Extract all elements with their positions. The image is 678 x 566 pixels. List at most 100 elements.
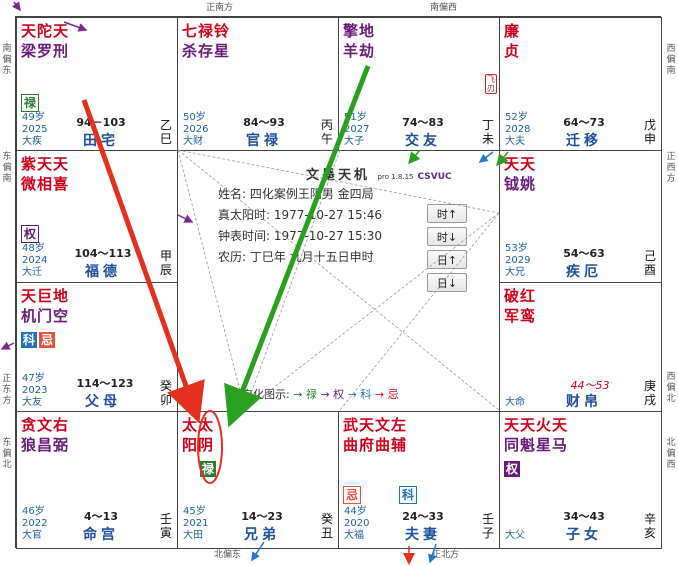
hua-quan-badge: 权 (21, 225, 40, 243)
palace-range: 54～63 (563, 247, 605, 260)
palace-name: 迁移 (566, 133, 602, 149)
palace-name: 交友 (405, 133, 441, 149)
palace-stem: 壬寅 (159, 512, 172, 540)
palace-age: 44岁 (344, 506, 367, 517)
direction-label: 西偏南 (666, 44, 676, 76)
palace-dayun: 大父 (505, 530, 525, 541)
palace-xu[interactable]: 破红 军鸾 44～53 大命 财帛 庚戌 (499, 282, 662, 412)
palace-range: 84～93 (243, 116, 285, 129)
palace-dayun: 大田 (183, 530, 203, 541)
palace-age: 45岁 (183, 506, 206, 517)
palace-yin[interactable]: 贪文右 狼昌弼 46岁 2022 大官 4～13 命宫 壬寅 (16, 411, 178, 549)
direction-label: 东偏北 (2, 438, 12, 470)
palace-stars-row2: 梁罗刑 (21, 42, 70, 60)
feiren-seal: 飞刃 (485, 74, 497, 94)
legend-quan: → 权 (320, 388, 345, 401)
palace-dayun: 大友 (22, 397, 42, 408)
lu-arrow-small (408, 149, 421, 165)
palace-stars-row1: 贪文右 (21, 416, 70, 434)
hua-quan-badge: 权 (504, 461, 521, 477)
palace-range: 104～113 (74, 247, 132, 260)
palace-year: 2025 (22, 124, 48, 135)
palace-dayun: 大官 (22, 530, 42, 541)
day-down-button[interactable]: 日↓ (427, 273, 467, 292)
palace-stem: 丙午 (320, 118, 333, 146)
palace-chen[interactable]: 紫天天 微相喜 权 48岁 2024 大迁 104～113 福德 甲辰 (16, 150, 178, 283)
palace-year: 2026 (183, 124, 209, 135)
palace-zi[interactable]: 武天文左 曲府曲辅 忌 科 44岁 2020 大福 24～33 夫妻 壬子 (338, 411, 500, 549)
triangle-lines (177, 149, 500, 411)
palace-stars-row1: 廉 (504, 22, 521, 40)
direction-label: 南偏东 (2, 44, 12, 76)
hua-ke-badge: 科 (21, 332, 38, 348)
palace-range: 114～123 (76, 377, 134, 390)
palace-stars-row2: 狼昌弼 (21, 436, 70, 454)
palace-wei[interactable]: 擎地 羊劫 飞刃 51岁 2027 大子 74～83 交友 丁未 (338, 17, 500, 151)
app-title: 文墨天机 pro 1.8.15 CSVUC (306, 168, 452, 183)
palace-dayun: 大子 (344, 136, 364, 147)
palace-range: 4～13 (84, 510, 118, 523)
hour-down-button[interactable]: 时↓ (427, 227, 467, 246)
direction-label: 东偏南 (2, 152, 12, 184)
palace-stars-row2: 杀存星 (182, 42, 231, 60)
palace-stem: 壬子 (481, 512, 494, 540)
hua-lu-badge: 禄 (21, 94, 40, 112)
palace-stars-row2: 微相喜 (21, 175, 70, 193)
palace-stars-row2: 军鸾 (504, 307, 537, 325)
hua-ke-badge: 科 (399, 486, 418, 504)
solar-time: 真太阳时: 1977-10-27 15:46 (218, 208, 382, 222)
palace-shen[interactable]: 廉 贞 52岁 2028 大夫 64～73 迁移 戊申 (499, 17, 662, 151)
palace-year: 2024 (22, 255, 48, 266)
palace-stem: 癸丑 (320, 512, 333, 540)
palace-stem: 戊申 (643, 118, 656, 146)
quan-arrow (63, 21, 88, 32)
palace-stem: 乙巳 (159, 118, 172, 146)
palace-range: 64～73 (563, 116, 605, 129)
palace-dayun: 大福 (344, 530, 364, 541)
palace-name: 子女 (566, 527, 602, 543)
palace-wu[interactable]: 七禄铃 杀存星 50岁 2026 大财 84～93 官禄 丙午 (177, 17, 339, 151)
palace-hai[interactable]: 天天火天 同魁星马 权 大父 34～43 子女 辛亥 (499, 411, 662, 549)
palace-year: 2020 (344, 518, 370, 529)
palace-age: 48岁 (22, 243, 45, 254)
palace-name: 财帛 (566, 394, 602, 410)
palace-dayun: 大夫 (505, 136, 525, 147)
direction-label: 北偏西 (666, 438, 676, 470)
palace-name: 官禄 (246, 133, 282, 149)
palace-dayun: 大迁 (22, 267, 42, 278)
hua-ji-badge: 忌 (343, 486, 362, 504)
palace-stars-row2: 钺姚 (504, 175, 537, 193)
direction-label: 西偏北 (666, 372, 676, 404)
direction-label: 正北方 (432, 550, 460, 560)
ji-arrow (81, 99, 205, 424)
ke-arrow (428, 543, 437, 564)
palace-stem: 甲辰 (159, 249, 172, 277)
direction-label: 南偏西 (430, 3, 458, 13)
palace-stars-row2: 同魁星马 (504, 436, 569, 454)
app-version: pro 1.8.15 (377, 173, 414, 181)
palace-stars-row1: 天天 (504, 155, 537, 173)
highlight-circle (197, 410, 223, 484)
palace-stem: 庚戌 (643, 379, 656, 407)
palace-stars-row1: 天天火天 (504, 416, 569, 434)
palace-year: 2028 (505, 124, 531, 135)
palace-age: 51岁 (344, 112, 367, 123)
hour-up-button[interactable]: 时↑ (427, 204, 467, 223)
legend-lu: → 禄 (293, 388, 317, 401)
palace-stem: 丁未 (481, 118, 494, 146)
legend-ji: → 忌 (374, 388, 399, 401)
palace-mao[interactable]: 天巨地 机门空 科忌 47岁 2023 大友 114～123 父母 癸卯 (16, 282, 178, 412)
palace-name: 兄弟 (244, 527, 280, 543)
palace-you[interactable]: 天天 钺姚 53岁 2029 大兄 54～63 疾厄 己酉 (499, 150, 662, 283)
lu-arrow-small (496, 151, 509, 167)
palace-year: 2029 (505, 255, 531, 266)
palace-dayun: 大命 (505, 397, 525, 408)
quan-arrow (177, 214, 194, 223)
direction-label: 正南方 (206, 3, 234, 13)
palace-stem: 己酉 (643, 249, 656, 277)
palace-age: 47岁 (22, 373, 45, 384)
palace-stars-row2: 曲府曲辅 (343, 436, 408, 454)
palace-year: 2021 (183, 518, 209, 529)
palace-stars-row2: 贞 (504, 42, 521, 60)
